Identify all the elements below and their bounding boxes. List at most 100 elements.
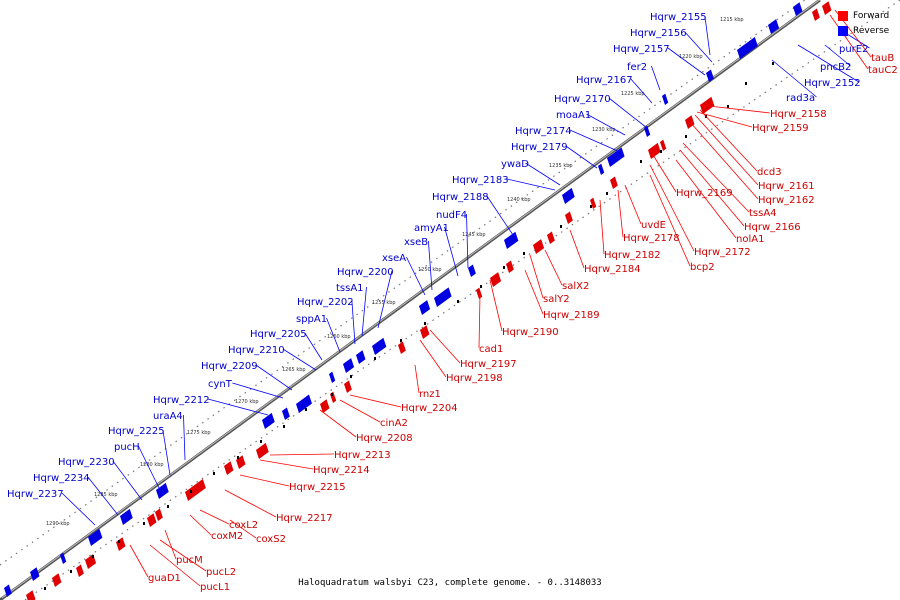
reverse-leader-line [525,162,561,186]
reverse-gene-label: xseB [404,237,428,248]
reverse-gene-label: Hqrw_2234 [33,473,90,484]
position-marker [70,570,72,573]
reverse-gene-label: Hqrw_2205 [250,329,307,340]
reverse-leader-line [565,145,598,169]
reverse-gene-block [662,93,669,105]
forward-gene-block [85,554,97,569]
reverse-leader-line [282,348,317,371]
position-marker [260,440,262,443]
legend-reverse: Reverse [838,23,889,38]
position-marker [480,285,482,288]
reverse-leader-line [377,270,393,329]
forward-gene-label: pucL2 [206,567,236,578]
reverse-gene-block [504,231,519,249]
reverse-gene-block [468,264,476,277]
position-marker [44,587,46,590]
reverse-leader-line [771,59,817,98]
tick-label: 1230 kbp [592,127,616,133]
forward-leader-line [689,121,759,200]
forward-leader-line [617,189,624,238]
forward-leader-line [149,544,201,587]
reverse-gene-label: Hqrw_2230 [58,457,115,468]
forward-gene-label: tauC2 [868,65,898,76]
position-marker [727,105,729,108]
forward-gene-label: Hqrw_2159 [752,123,809,134]
upper-dotted-guide [0,0,806,566]
forward-gene-block [155,508,163,521]
forward-gene-block [420,325,430,339]
reverse-gene-label: Hqrw_2174 [515,126,572,137]
forward-gene-block [547,231,555,244]
forward-leader-line [699,109,758,172]
reverse-gene-label: Hqrw_2237 [7,489,64,500]
position-marker [590,205,592,208]
forward-leader-line [269,453,335,456]
position-marker [606,192,608,195]
forward-leader-line [649,149,677,193]
forward-gene-label: Hqrw_2217 [276,513,333,524]
reverse-gene-block [737,37,758,59]
reverse-leader-line [428,240,433,291]
forward-leader-line [159,539,207,572]
reverse-gene-block [644,125,651,137]
reverse-leader-line [684,31,713,63]
reverse-leader-line [797,44,860,83]
tick-label: 1280 kbp [140,462,164,468]
forward-leader-line [189,514,212,536]
forward-leader-line [229,519,257,539]
tick-label: 1220 kbp [679,54,703,60]
forward-gene-label: rnz1 [419,389,441,400]
forward-leader-line [682,142,750,213]
forward-leader-line [696,111,753,128]
forward-gene-label: coxS2 [256,534,286,545]
forward-gene-label: pucL1 [200,582,230,593]
reverse-gene-block [30,567,40,581]
reverse-leader-line [112,460,143,501]
reverse-gene-block [296,394,312,413]
forward-gene-block [490,272,502,287]
reverse-gene-block [768,19,780,34]
reverse-leader-line [667,47,706,76]
reverse-gene-label: Hqrw_2209 [201,361,258,372]
reverse-gene-label: pucH [114,442,140,453]
position-marker [92,555,94,558]
forward-gene-label: cad1 [479,344,503,355]
reverse-gene-label: pncB2 [820,62,851,73]
forward-leader-line [694,114,759,186]
forward-gene-label: Hqrw_2169 [676,188,733,199]
reverse-gene-label: Hqrw_2170 [554,94,611,105]
forward-leader-line [679,149,745,227]
gene-blocks [4,1,832,600]
forward-gene-label: tauB [871,53,894,64]
forward-gene-block [506,260,514,273]
kbp-ticks: 1215 kbp 1220 kbp 1225 kbp 1230 kbp 1235 kbp… [46,17,744,527]
lower-dotted-guide [24,0,900,600]
forward-leader-line [569,229,585,269]
forward-gene-block [533,239,545,254]
tick-label: 1225 kbp [621,91,645,97]
tick-label: 1240 kbp [507,197,531,203]
reverse-gene-label: Hqrw_2225 [108,426,165,437]
reverse-gene-label: nudF4 [436,210,467,221]
forward-gene-block [812,8,820,21]
position-marker [523,252,525,255]
position-marker [167,505,169,508]
reverse-gene-label: ywaD [501,159,529,170]
forward-leader-line [478,294,481,349]
tick-label: 1235 kbp [549,163,573,169]
forward-gene-block [185,479,206,501]
forward-gene-label: Hqrw_2208 [356,433,413,444]
forward-leader-line [164,529,177,560]
forward-gene-block [590,197,597,209]
map-caption: Haloquadratum walsbyi C23, complete geno… [298,578,602,588]
reverse-gene-block [562,187,575,204]
forward-gene-label: pucM [176,555,203,566]
forward-gene-label: Hqrw_2190 [502,327,559,338]
reverse-gene-label: fer2 [627,62,647,73]
reverse-leader-line [87,476,119,516]
forward-gene-block [76,564,84,577]
forward-swatch [838,10,848,21]
legend-forward: Forward [838,8,889,23]
forward-gene-label: tssA4 [749,208,777,219]
reverse-gene-label: Hqrw_2155 [650,12,707,23]
